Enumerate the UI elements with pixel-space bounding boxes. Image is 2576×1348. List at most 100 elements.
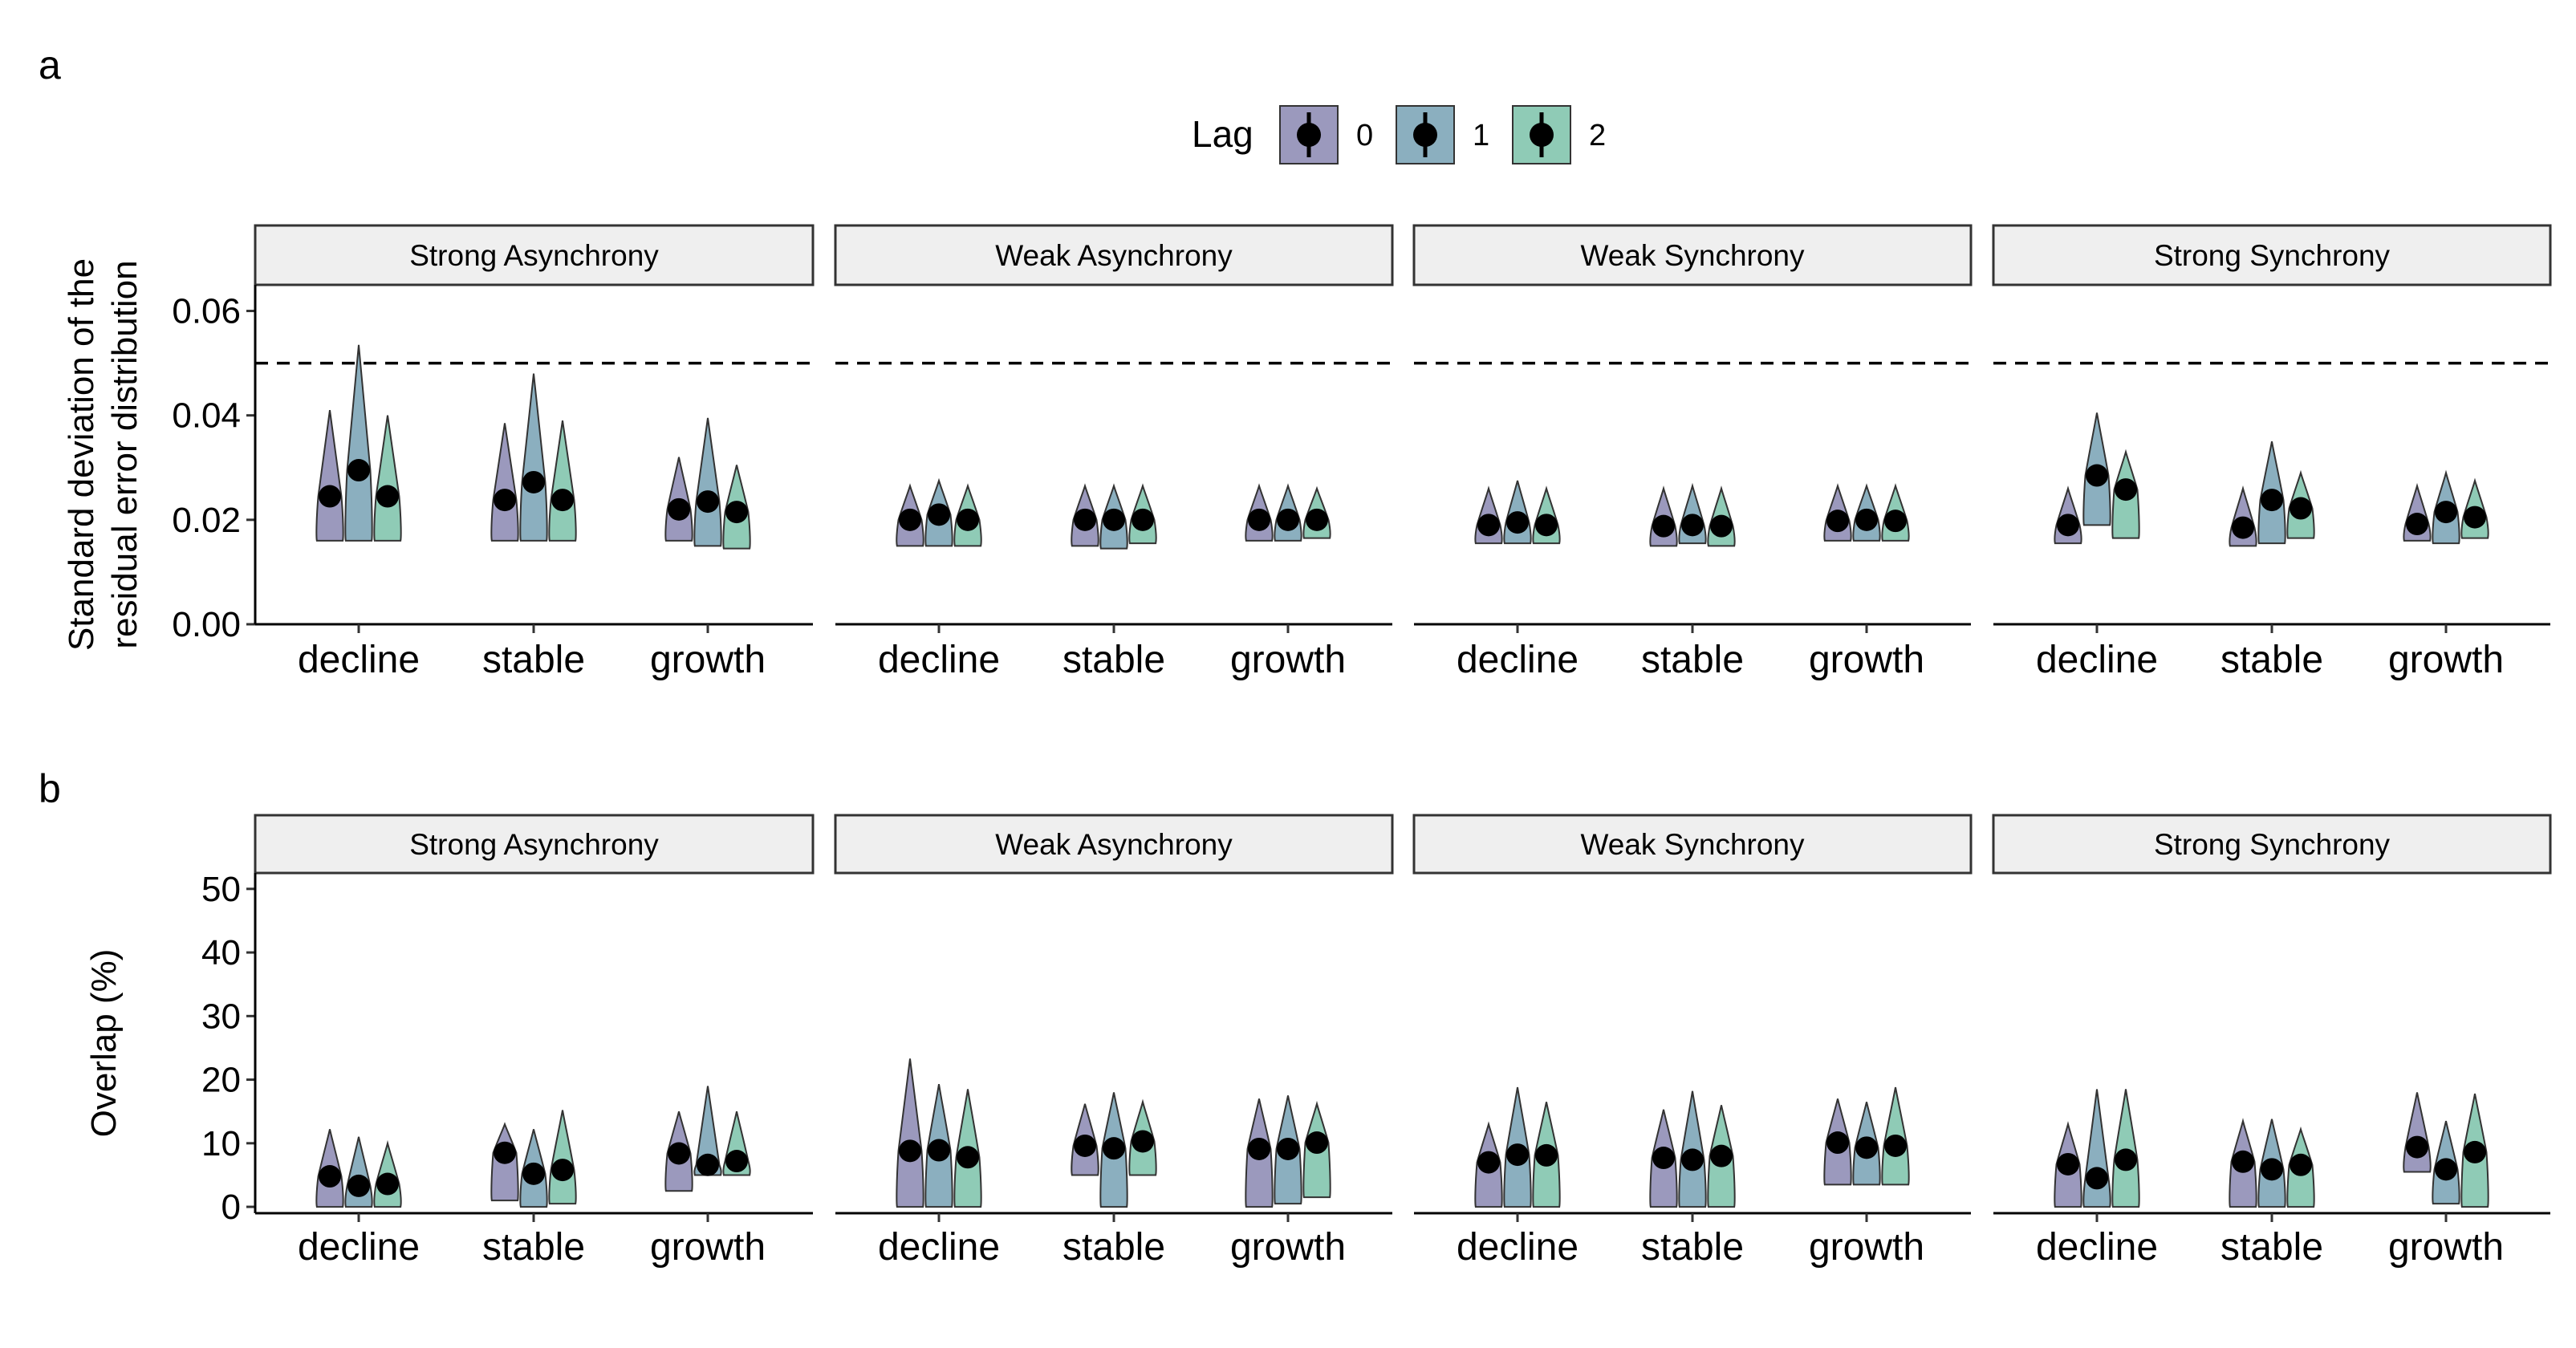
- median-point-lag-1: [522, 470, 545, 493]
- median-point-lag-0: [899, 508, 921, 531]
- median-point-lag-2: [2290, 497, 2312, 520]
- median-point-lag-0: [1826, 1131, 1849, 1155]
- x-tick-label: growth: [650, 639, 766, 681]
- x-tick-label: decline: [2036, 639, 2158, 681]
- x-tick-label: growth: [2388, 1226, 2504, 1269]
- facet-strip: [1412, 814, 1973, 875]
- median-point-lag-2: [551, 489, 574, 512]
- median-point-lag-1: [1103, 508, 1125, 531]
- legend: Lag 0 1 2: [1192, 105, 1606, 164]
- y-axis-title-line: Overlap (%): [84, 949, 124, 1138]
- median-point-lag-0: [2406, 1135, 2428, 1159]
- legend-key-lag-0: [1279, 105, 1339, 164]
- facet-strip: [254, 814, 815, 875]
- median-point-lag-0: [494, 489, 516, 512]
- median-point-lag-1: [697, 1153, 719, 1176]
- x-tick-label: stable: [1641, 639, 1744, 681]
- panel-label: a: [39, 43, 61, 87]
- median-point-lag-1: [1681, 1148, 1704, 1171]
- facet-strong-synchrony: Strong Synchrony decline stable growth: [1992, 814, 2552, 1269]
- panel-label: b: [39, 766, 61, 811]
- x-tick-label: stable: [2220, 639, 2323, 681]
- facet-strip: [834, 224, 1394, 286]
- facet-title: Strong Synchrony: [2154, 239, 2391, 272]
- median-point-lag-1: [347, 459, 370, 482]
- median-point-lag-0: [668, 497, 690, 521]
- x-tick-label: stable: [1062, 639, 1165, 681]
- median-point-lag-1: [522, 1162, 545, 1185]
- x-tick-label: decline: [2036, 1226, 2158, 1269]
- facet-strip: [254, 224, 815, 286]
- x-tick-label: decline: [1457, 639, 1579, 681]
- facet-title: Strong Asynchrony: [409, 239, 659, 272]
- facet-strong-asynchrony: Strong Asynchrony decline stable growth: [254, 814, 815, 1269]
- y-tick-label: 0.06: [172, 292, 241, 331]
- median-point-lag-1: [1506, 511, 1529, 534]
- y-tick-label: 50: [201, 870, 241, 909]
- x-tick-label: stable: [482, 639, 585, 681]
- y-axis-title: Standard deviation of the residual error …: [62, 258, 144, 651]
- x-tick-label: growth: [650, 1226, 766, 1269]
- median-point-lag-0: [1477, 514, 1500, 537]
- facet-title: Weak Synchrony: [1581, 828, 1805, 861]
- x-tick-label: stable: [482, 1226, 585, 1269]
- facet-strip: [1992, 224, 2552, 286]
- median-point-lag-0: [1652, 514, 1675, 538]
- x-tick-label: growth: [1230, 639, 1346, 681]
- facet-title: Strong Synchrony: [2154, 828, 2391, 861]
- median-point-lag-2: [957, 508, 979, 531]
- median-point-lag-0: [1074, 508, 1096, 531]
- median-point-lag-1: [2261, 1158, 2283, 1181]
- x-tick-label: decline: [298, 1226, 420, 1269]
- median-point-lag-1: [1855, 508, 1878, 531]
- x-tick-label: decline: [878, 1226, 1000, 1269]
- y-tick-label: 40: [201, 933, 241, 972]
- x-tick-label: decline: [1457, 1226, 1579, 1269]
- median-point-lag-1: [2261, 489, 2283, 512]
- y-tick-label: 0.00: [172, 605, 241, 644]
- legend-label-2: 2: [1589, 119, 1606, 152]
- median-point-lag-1: [1103, 1137, 1125, 1160]
- median-point-lag-2: [1306, 1131, 1328, 1155]
- median-point-lag-2: [376, 1172, 399, 1196]
- median-point-lag-0: [2057, 514, 2079, 537]
- violin-lag-1: [519, 373, 548, 542]
- y-tick-label: 0.04: [172, 396, 241, 436]
- legend-title: Lag: [1192, 113, 1253, 155]
- y-tick-label: 0: [221, 1188, 241, 1227]
- plots: a Standard deviation of the residual error…: [39, 43, 2552, 1269]
- facet-strip: [1992, 814, 2552, 875]
- x-tick-label: decline: [298, 639, 420, 681]
- median-point-lag-2: [2464, 1140, 2486, 1163]
- median-point-lag-2: [1710, 514, 1733, 538]
- facet-strip: [834, 814, 1394, 875]
- median-point-lag-0: [1826, 510, 1849, 533]
- median-point-lag-1: [697, 490, 719, 514]
- x-tick-label: stable: [2220, 1226, 2323, 1269]
- median-point-lag-0: [494, 1141, 516, 1164]
- violin-lag-1: [693, 417, 722, 547]
- median-point-lag-2: [1132, 508, 1154, 531]
- x-tick-label: decline: [878, 639, 1000, 681]
- x-tick-label: growth: [1809, 1226, 1924, 1269]
- median-point-lag-1: [1277, 1137, 1299, 1160]
- median-point-lag-2: [1884, 1134, 1907, 1157]
- median-point-lag-0: [2232, 516, 2254, 539]
- facet-title: Weak Synchrony: [1581, 239, 1805, 272]
- median-point-lag-2: [2464, 506, 2486, 529]
- y-axis-title-line: Standard deviation of the: [62, 258, 101, 651]
- median-point-lag-1: [2435, 501, 2457, 524]
- violin-lag-2: [548, 420, 577, 542]
- facet-weak-asynchrony: Weak Asynchrony decline stable growth: [834, 814, 1394, 1269]
- median-point-lag-1: [347, 1174, 370, 1197]
- median-point-lag-2: [551, 1159, 574, 1182]
- panel-b: b Overlap (%) 0 10 20 30 40 50 Strong Asynchrony…: [39, 766, 2552, 1269]
- median-point-lag-2: [1535, 1143, 1558, 1167]
- facet-strong-asynchrony: Strong Asynchrony decline stable growth: [254, 224, 815, 681]
- median-point-lag-2: [725, 501, 748, 524]
- violin-lag-0: [490, 423, 519, 542]
- legend-key-point: [1413, 123, 1437, 147]
- x-tick-label: growth: [1809, 639, 1924, 681]
- median-point-lag-1: [1681, 514, 1704, 537]
- median-point-lag-2: [1132, 1130, 1154, 1153]
